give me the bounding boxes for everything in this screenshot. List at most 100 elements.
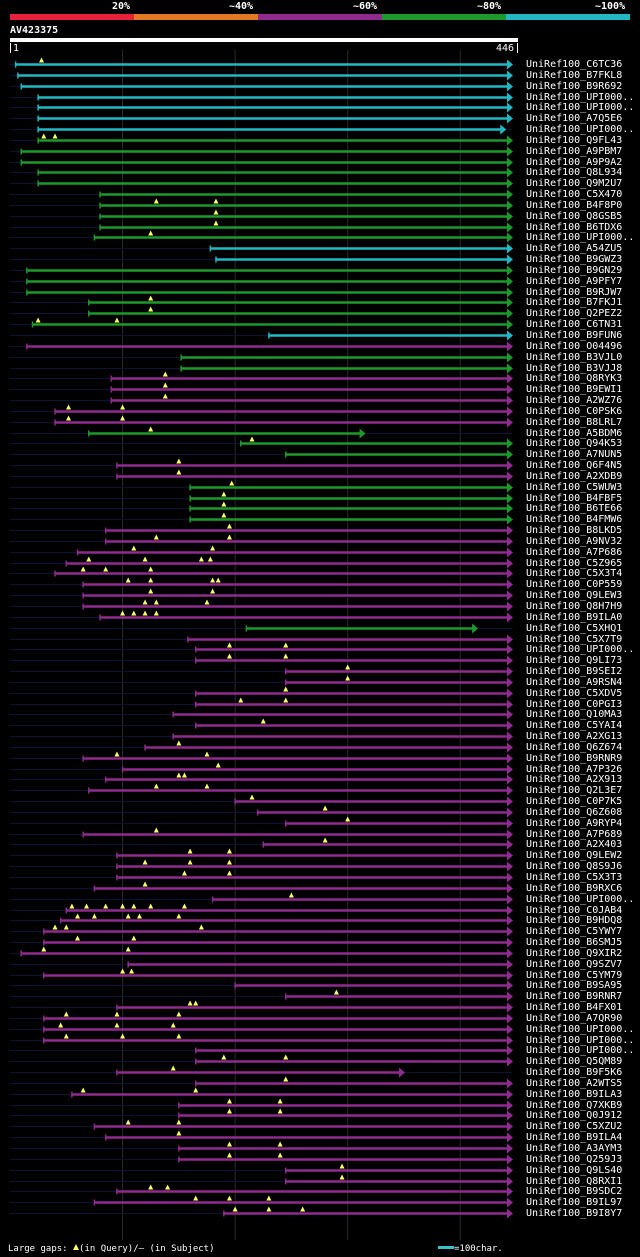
hit-label[interactable]: UniRef100_B9RNR7 xyxy=(526,991,638,1002)
hit-label[interactable]: UniRef100_Q9M2U7 xyxy=(526,178,638,189)
hit-label[interactable]: UniRef100_C6TC36 xyxy=(526,59,638,70)
hit-label[interactable]: UniRef100_A9PBM7 xyxy=(526,146,638,157)
hit-label[interactable]: UniRef100_Q8GSB5 xyxy=(526,211,638,222)
hit-label[interactable]: UniRef100_A2WZ76 xyxy=(526,395,638,406)
hit-label[interactable]: UniRef100_Q10MA3 xyxy=(526,709,638,720)
hit-label[interactable]: UniRef100_A2X403 xyxy=(526,839,638,850)
hit-label[interactable]: UniRef100_B9ILA0 xyxy=(526,612,638,623)
hit-label[interactable]: UniRef100_Q259J3 xyxy=(526,1154,638,1165)
hit-label[interactable]: UniRef100_Q8H7H9 xyxy=(526,601,638,612)
hit-label[interactable]: UniRef100_Q9FL43 xyxy=(526,135,638,146)
alignment-end-arrow xyxy=(507,1155,513,1165)
hit-label[interactable]: UniRef100_B7FKL8 xyxy=(526,70,638,81)
hit-label[interactable]: UniRef100_B6SMJ5 xyxy=(526,937,638,948)
hit-label[interactable]: UniRef100_B9SDC2 xyxy=(526,1186,638,1197)
hit-label[interactable]: UniRef100_B9FUN6 xyxy=(526,330,638,341)
query-gap-triangle xyxy=(143,860,148,865)
hit-label[interactable]: UniRef100_B3VJL0 xyxy=(526,352,638,363)
hit-label[interactable]: UniRef100_B9GWZ3 xyxy=(526,254,638,265)
hit-label[interactable]: UniRef100_Q8RYK3 xyxy=(526,373,638,384)
hit-label[interactable]: UniRef100_UPI000.. xyxy=(526,1045,638,1056)
hit-label[interactable]: UniRef100_C0PSK6 xyxy=(526,406,638,417)
hit-label[interactable]: UniRef100_UPI000.. xyxy=(526,102,638,113)
hit-label[interactable]: UniRef100_C5XDV5 xyxy=(526,688,638,699)
hit-label[interactable]: UniRef100_A2XG13 xyxy=(526,731,638,742)
hit-label[interactable]: UniRef100_B9GN29 xyxy=(526,265,638,276)
query-gap-triangle xyxy=(148,231,153,236)
hit-label[interactable]: UniRef100_Q9LI73 xyxy=(526,655,638,666)
hit-label[interactable]: UniRef100_Q0J912 xyxy=(526,1110,638,1121)
hit-label[interactable]: UniRef100_Q9LS40 xyxy=(526,1165,638,1176)
hit-label[interactable]: UniRef100_Q9SZV7 xyxy=(526,959,638,970)
hit-label[interactable]: UniRef100_C5XHQ1 xyxy=(526,623,638,634)
hit-label[interactable]: UniRef100_Q5QM89 xyxy=(526,1056,638,1067)
hit-label[interactable]: UniRef100_B8LRL7 xyxy=(526,417,638,428)
hit-label[interactable]: UniRef100_B9SA95 xyxy=(526,980,638,991)
query-gap-triangle xyxy=(227,1153,232,1158)
hit-label[interactable]: UniRef100_B9I8Y7 xyxy=(526,1208,638,1219)
hit-label[interactable]: UniRef100_B6TE66 xyxy=(526,503,638,514)
hit-label[interactable]: UniRef100_Q9XIR2 xyxy=(526,948,638,959)
hit-label[interactable]: UniRef100_B9ILA4 xyxy=(526,1132,638,1143)
hit-label[interactable]: UniRef100_B4FX01 xyxy=(526,1002,638,1013)
hit-label[interactable]: UniRef100_A9PFY7 xyxy=(526,276,638,287)
hit-label[interactable]: UniRef100_Q6F4N5 xyxy=(526,460,638,471)
hit-label[interactable]: UniRef100_Q9LEW2 xyxy=(526,850,638,861)
alignment-end-arrow xyxy=(507,1101,513,1111)
hit-label[interactable]: UniRef100_A9NV32 xyxy=(526,536,638,547)
hit-label[interactable]: UniRef100_B7FKJ1 xyxy=(526,297,638,308)
hit-label[interactable]: UniRef100_A2WTS5 xyxy=(526,1078,638,1089)
hit-label[interactable]: UniRef100_A7P686 xyxy=(526,547,638,558)
hit-label[interactable]: UniRef100_UPI000.. xyxy=(526,124,638,135)
alignment-end-arrow xyxy=(507,1046,513,1056)
hit-label[interactable]: UniRef100_UPI000.. xyxy=(526,894,638,905)
hit-label[interactable]: UniRef100_B9HDQ8 xyxy=(526,915,638,926)
hit-label[interactable]: UniRef100_C5X3T3 xyxy=(526,872,638,883)
hit-label[interactable]: UniRef100_C0P7K5 xyxy=(526,796,638,807)
hit-label[interactable]: UniRef100_B9RXC6 xyxy=(526,883,638,894)
hit-label[interactable]: UniRef100_B9SEI2 xyxy=(526,666,638,677)
hit-label[interactable]: UniRef100_Q6Z674 xyxy=(526,742,638,753)
hit-label[interactable]: UniRef100_C0P559 xyxy=(526,579,638,590)
hit-label[interactable]: UniRef100_Q9LEW3 xyxy=(526,590,638,601)
hit-label[interactable]: UniRef100_UPI000.. xyxy=(526,644,638,655)
hit-label[interactable]: UniRef100_Q8L934 xyxy=(526,167,638,178)
hit-label[interactable]: UniRef100_Q2PEZ2 xyxy=(526,308,638,319)
hit-label[interactable]: UniRef100_B9ILA3 xyxy=(526,1089,638,1100)
hit-label[interactable]: UniRef100_B4F8P0 xyxy=(526,200,638,211)
hit-label[interactable]: UniRef100_A7NUN5 xyxy=(526,449,638,460)
hit-label[interactable]: UniRef100_C5WUW3 xyxy=(526,482,638,493)
hit-label[interactable]: UniRef100_A9RSN4 xyxy=(526,677,638,688)
hit-label[interactable]: UniRef100_A7Q5E6 xyxy=(526,113,638,124)
hit-label[interactable]: UniRef100_B9R692 xyxy=(526,81,638,92)
alignment-end-arrow xyxy=(507,1198,513,1208)
query-gap-triangle xyxy=(103,904,108,909)
hit-label[interactable]: UniRef100_B9F5K6 xyxy=(526,1067,638,1078)
hit-label[interactable]: UniRef100_A2X913 xyxy=(526,774,638,785)
hit-label[interactable]: UniRef100_B8LKD5 xyxy=(526,525,638,536)
hit-label[interactable]: UniRef100_UPI000.. xyxy=(526,1024,638,1035)
hit-label[interactable]: UniRef100_C5XZU2 xyxy=(526,1121,638,1132)
hit-label[interactable]: UniRef100_O04496 xyxy=(526,341,638,352)
hit-label[interactable]: UniRef100_B9IL97 xyxy=(526,1197,638,1208)
hit-label[interactable]: UniRef100_A2XDB9 xyxy=(526,471,638,482)
hit-label[interactable]: UniRef100_C5YWY7 xyxy=(526,926,638,937)
hit-label[interactable]: UniRef100_B9EWI1 xyxy=(526,384,638,395)
hit-label[interactable]: UniRef100_B4FMW6 xyxy=(526,514,638,525)
hit-label[interactable]: UniRef100_Q2L3E7 xyxy=(526,785,638,796)
hit-label[interactable]: UniRef100_UPI000.. xyxy=(526,232,638,243)
hit-label[interactable]: UniRef100_C5X3T4 xyxy=(526,568,638,579)
hit-label[interactable]: UniRef100_A7QR90 xyxy=(526,1013,638,1024)
hit-label[interactable]: UniRef100_A3AYM3 xyxy=(526,1143,638,1154)
hit-label[interactable]: UniRef100_A9RYP4 xyxy=(526,818,638,829)
hit-label[interactable]: UniRef100_Q94K53 xyxy=(526,438,638,449)
hit-label[interactable]: UniRef100_Q6Z608 xyxy=(526,807,638,818)
hit-label[interactable]: UniRef100_A54ZU5 xyxy=(526,243,638,254)
hit-label[interactable]: UniRef100_Q8S9J6 xyxy=(526,861,638,872)
hit-label[interactable]: UniRef100_C6TN31 xyxy=(526,319,638,330)
hit-label[interactable]: UniRef100_C5X470 xyxy=(526,189,638,200)
query-gap-triangle xyxy=(39,58,44,63)
query-gap-triangle xyxy=(163,394,168,399)
hit-label[interactable]: UniRef100_C5YAI4 xyxy=(526,720,638,731)
hit-label[interactable]: UniRef100_B9RNR9 xyxy=(526,753,638,764)
